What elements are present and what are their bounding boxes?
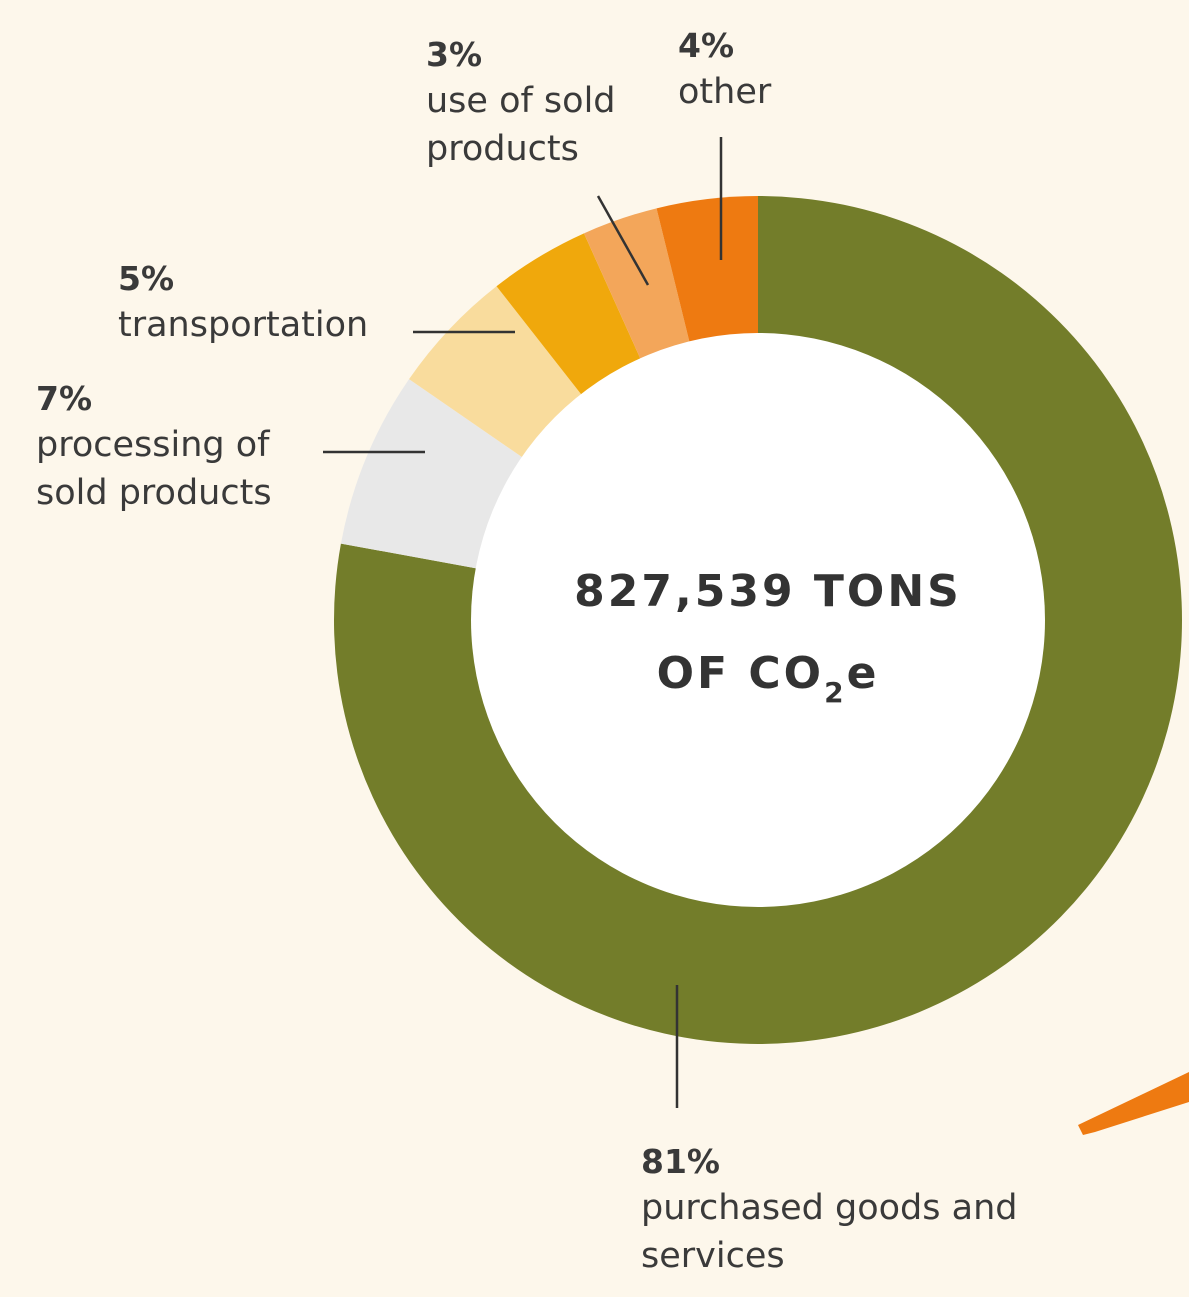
category-label: other xyxy=(678,72,771,112)
value-label: 3% xyxy=(426,33,651,77)
label: 7%processing of sold products xyxy=(36,377,326,517)
label: 5%transportation xyxy=(118,257,418,349)
value-label: 5% xyxy=(118,257,418,301)
brush-stroke xyxy=(1078,1072,1189,1135)
label: 3%use of sold products xyxy=(426,33,651,173)
category-label: transportation xyxy=(118,305,368,345)
value-label: 81% xyxy=(641,1140,1081,1184)
center-suffix: e xyxy=(847,648,880,699)
center-text: OF CO xyxy=(657,648,824,699)
value-label: 7% xyxy=(36,377,326,421)
page: 827,539 TONS OF CO2e 81%purchased goods … xyxy=(0,0,1189,1297)
center-line1: 827,539 TONS xyxy=(574,566,962,617)
category-label: purchased goods and services xyxy=(641,1188,1017,1276)
chart: 827,539 TONS OF CO2e xyxy=(0,0,1189,1297)
donut-hole xyxy=(471,333,1045,907)
label: 81%purchased goods and services xyxy=(641,1140,1081,1280)
category-label: use of sold products xyxy=(426,81,616,169)
category-label: processing of sold products xyxy=(36,425,272,513)
value-label: 4% xyxy=(678,24,828,68)
center-subscript: 2 xyxy=(824,676,846,709)
label: 4%other xyxy=(678,24,828,116)
